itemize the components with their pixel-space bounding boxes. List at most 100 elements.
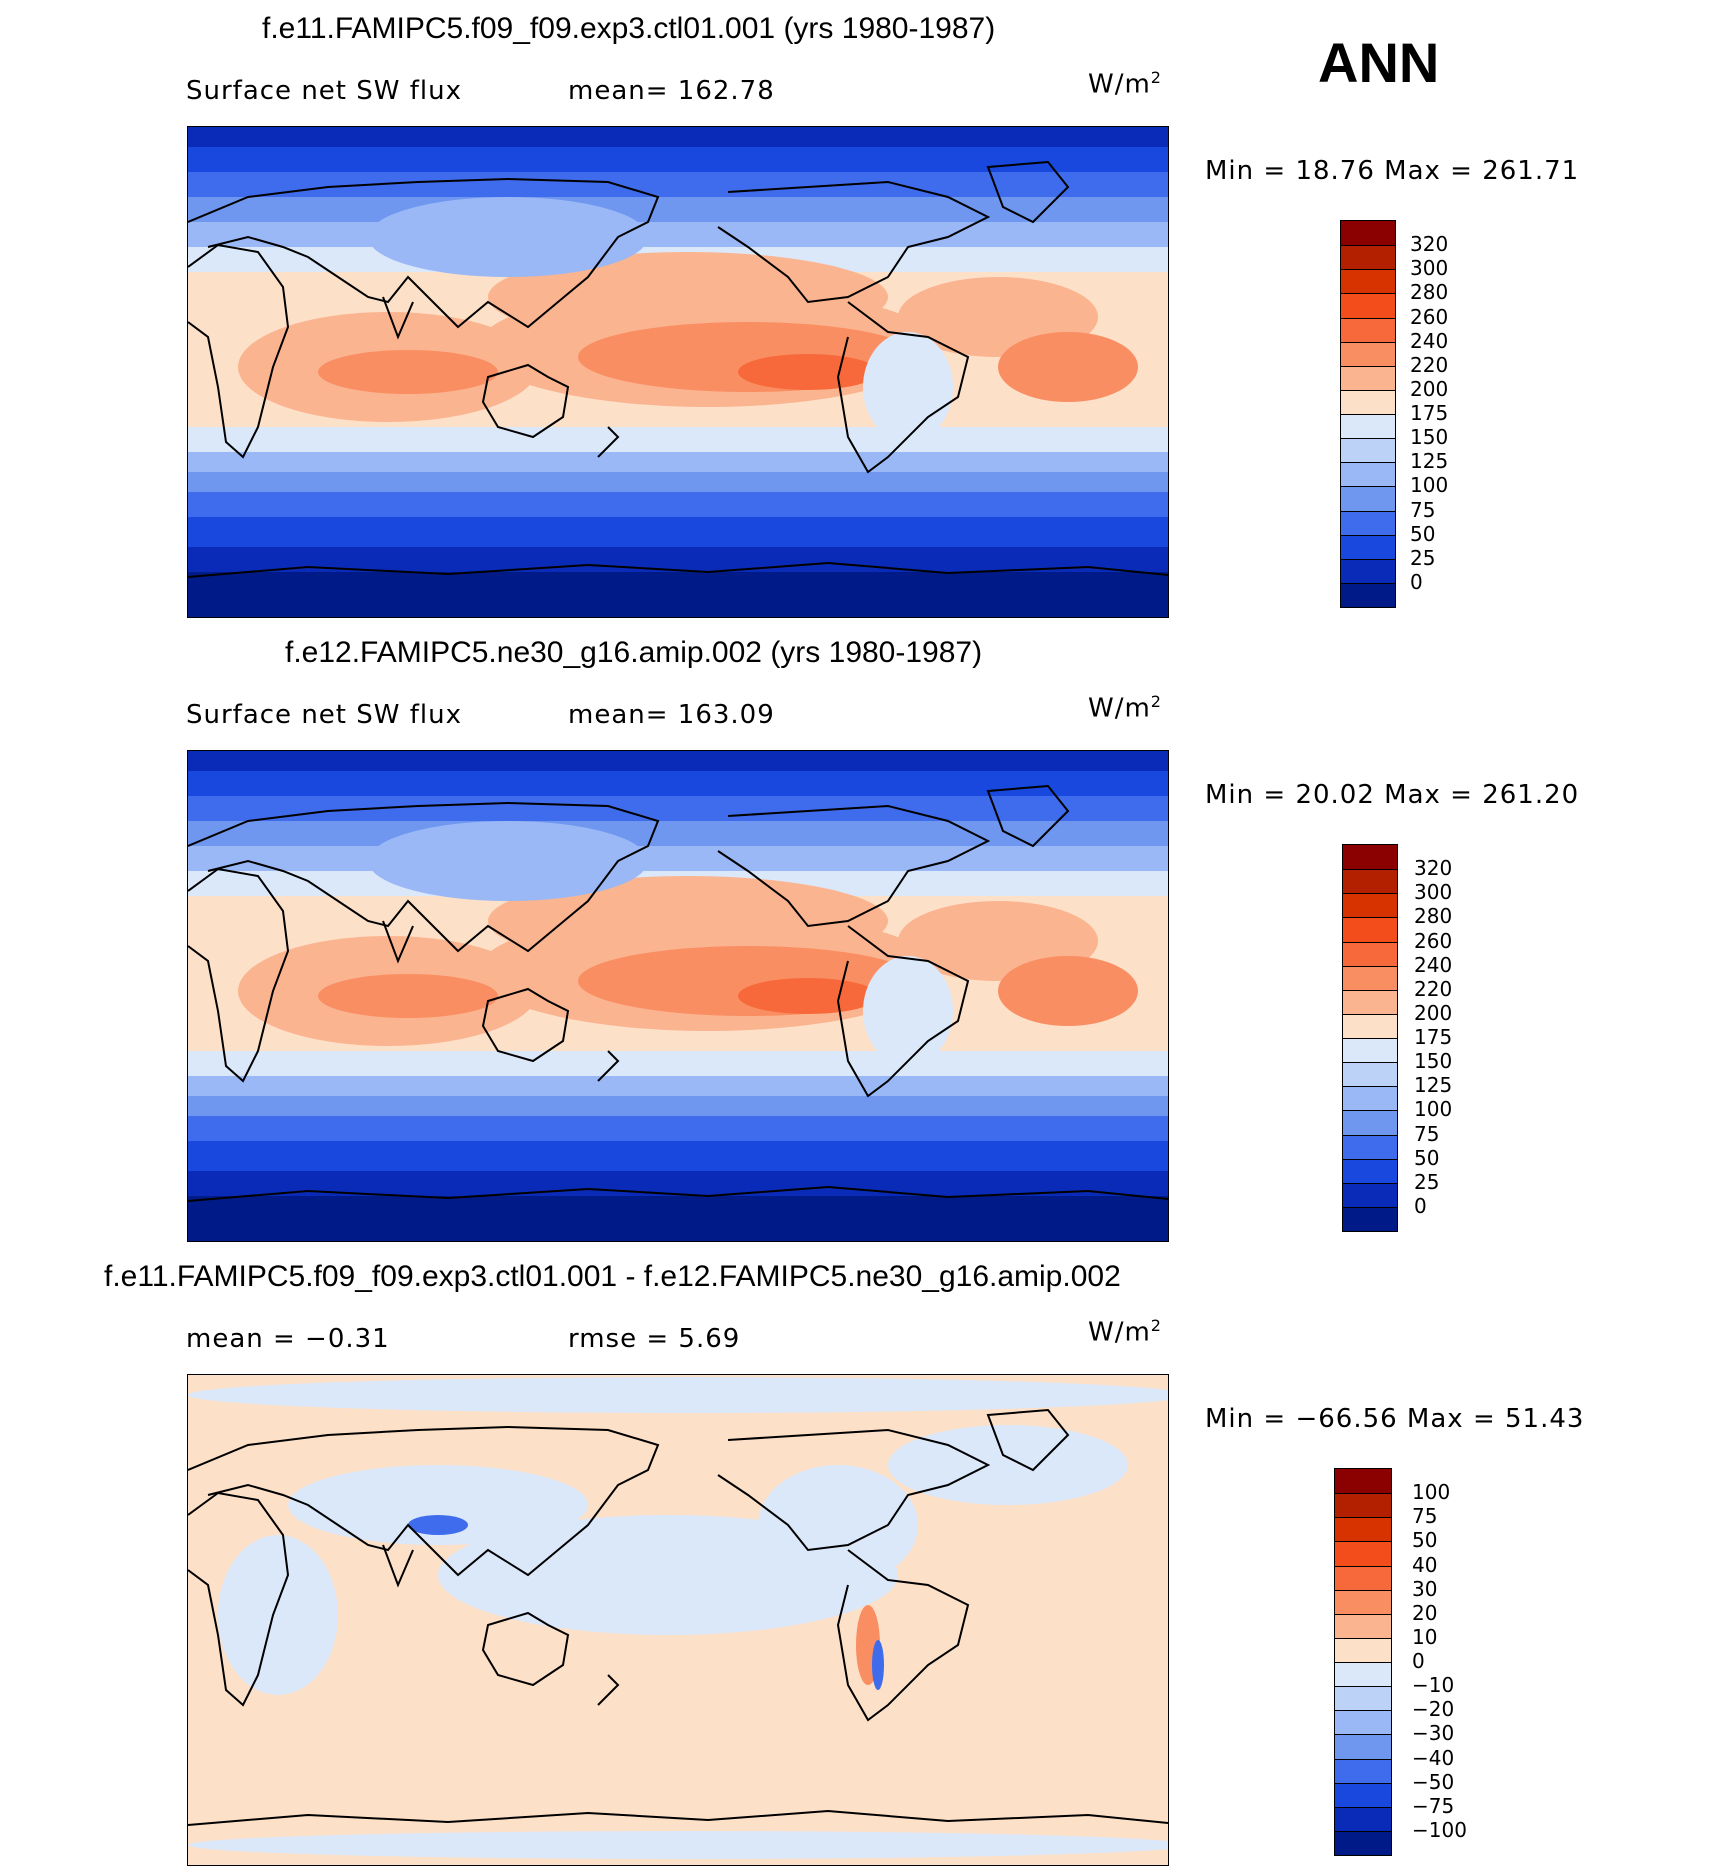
colorbar-tick-label: 175	[1414, 1025, 1453, 1049]
panel-3-minmax: Min = −66.56 Max = 51.43	[1205, 1404, 1585, 1434]
field-blob	[368, 197, 648, 277]
colorbar-swatch	[1341, 558, 1395, 583]
colorbar-tick-label: 25	[1410, 545, 1436, 570]
field-band	[188, 821, 1168, 846]
field-band	[188, 1116, 1168, 1141]
colorbar-swatch	[1343, 1062, 1397, 1087]
panel-1-units: W/m2	[1088, 68, 1162, 100]
coastline	[188, 561, 1168, 578]
colorbar-tick-label: 100	[1414, 1097, 1453, 1122]
colorbar-tick-label: 260	[1410, 304, 1449, 329]
colorbar-swatch	[1341, 486, 1395, 511]
panel-1-title: f.e11.FAMIPC5.f09_f09.exp3.ctl01.001 (yr…	[262, 12, 996, 45]
coastline	[382, 1544, 414, 1588]
colorbar-tick-label: 320	[1414, 856, 1453, 881]
colorbar-swatch	[1343, 1182, 1397, 1207]
panel-2-variable-label: Surface net SW flux	[186, 700, 462, 730]
colorbar-swatch	[1343, 1086, 1397, 1111]
colorbar-swatch	[1335, 1541, 1391, 1566]
field-band	[188, 222, 1168, 247]
field-blob	[188, 1377, 1168, 1413]
coastline	[382, 920, 414, 964]
colorbar-swatch	[1335, 1493, 1391, 1518]
coastline	[481, 363, 570, 439]
panel-2-minmax: Min = 20.02 Max = 261.20	[1205, 780, 1580, 810]
colorbar-swatch	[1341, 317, 1395, 342]
field-blob	[738, 978, 878, 1014]
colorbar-tick-label: 240	[1410, 328, 1449, 353]
coastline	[597, 1674, 620, 1706]
field-band	[188, 127, 1168, 147]
panel-3-map	[187, 1374, 1169, 1866]
field-blob	[318, 350, 498, 394]
colorbar-swatch	[1343, 917, 1397, 942]
panel-1-variable-label: Surface net SW flux	[186, 76, 462, 106]
field-blob	[998, 956, 1138, 1026]
colorbar-swatch	[1343, 1158, 1397, 1183]
coastline	[597, 426, 620, 458]
field-band	[188, 1051, 1168, 1076]
panel-1-minmax: Min = 18.76 Max = 261.71	[1205, 156, 1580, 186]
colorbar-tick-label: 125	[1414, 1073, 1453, 1098]
panel-1-mean-label: mean= 162.78	[568, 76, 775, 106]
field-blob	[738, 354, 878, 390]
colorbar-swatch	[1343, 989, 1397, 1014]
colorbar-swatch	[1335, 1589, 1391, 1614]
colorbar-tick-label: 50	[1414, 1145, 1440, 1170]
field-blob	[758, 1465, 918, 1585]
colorbar-swatch	[1343, 893, 1397, 918]
field-blob	[218, 1535, 338, 1695]
colorbar-tick-label: 300	[1414, 880, 1453, 905]
field-band	[188, 452, 1168, 472]
colorbar-tick-label: −20	[1412, 1697, 1455, 1722]
field-band	[188, 1141, 1168, 1171]
coastline	[986, 1408, 1070, 1472]
field-band	[188, 572, 1168, 617]
colorbar-swatch	[1341, 341, 1395, 366]
coastline	[188, 1491, 290, 1707]
panel-3-mean-label: mean = −0.31	[186, 1324, 390, 1354]
colorbar-swatch	[1343, 869, 1397, 894]
colorbar-swatch	[1335, 1830, 1391, 1855]
colorbar-tick-label: −10	[1412, 1673, 1455, 1698]
colorbar-swatch	[1335, 1782, 1391, 1807]
colorbar-swatch	[1341, 245, 1395, 270]
colorbar-swatch	[1335, 1637, 1391, 1662]
colorbar-tick-label: 0	[1410, 569, 1423, 594]
panel-3-units: W/m2	[1088, 1316, 1162, 1348]
colorbar-swatch	[1341, 414, 1395, 439]
coastline	[188, 1185, 1168, 1202]
colorbar-tick-label: 220	[1414, 976, 1453, 1001]
colorbar-tick-label: −50	[1412, 1769, 1455, 1794]
field-band	[188, 846, 1168, 871]
colorbar-tick-label: −100	[1412, 1817, 1467, 1842]
colorbar-tick-label: −40	[1412, 1745, 1455, 1770]
colorbar-tick-label: 150	[1410, 425, 1449, 450]
panel-2-title: f.e12.FAMIPC5.ne30_g16.amip.002 (yrs 198…	[285, 636, 983, 669]
colorbar-tick-label: 220	[1410, 352, 1449, 377]
field-band	[188, 427, 1168, 452]
colorbar-tick-label: 75	[1412, 1504, 1438, 1529]
coastline	[597, 1050, 620, 1082]
panel-2-map	[187, 750, 1169, 1242]
colorbar-tick-label: 100	[1412, 1480, 1451, 1505]
field-band	[188, 751, 1168, 771]
field-blob	[888, 1425, 1128, 1505]
colorbar-swatch	[1335, 1613, 1391, 1638]
field-blob	[188, 1831, 1168, 1859]
field-band	[188, 771, 1168, 796]
field-blob	[318, 974, 498, 1018]
coastline	[188, 801, 660, 953]
colorbar-tick-label: 30	[1412, 1576, 1438, 1601]
coastline	[986, 784, 1070, 848]
colorbar-tick-label: 320	[1410, 232, 1449, 257]
coastline	[717, 180, 991, 304]
field-band	[188, 1196, 1168, 1241]
colorbar-swatch	[1343, 941, 1397, 966]
panel-3-title: f.e11.FAMIPC5.f09_f09.exp3.ctl01.001 - f…	[104, 1260, 1121, 1293]
colorbar-tick-label: 0	[1412, 1649, 1425, 1673]
colorbar-swatch	[1343, 1038, 1397, 1063]
colorbar-swatch	[1341, 438, 1395, 463]
colorbar-tick-label: 280	[1414, 904, 1453, 929]
coastline	[188, 177, 660, 329]
